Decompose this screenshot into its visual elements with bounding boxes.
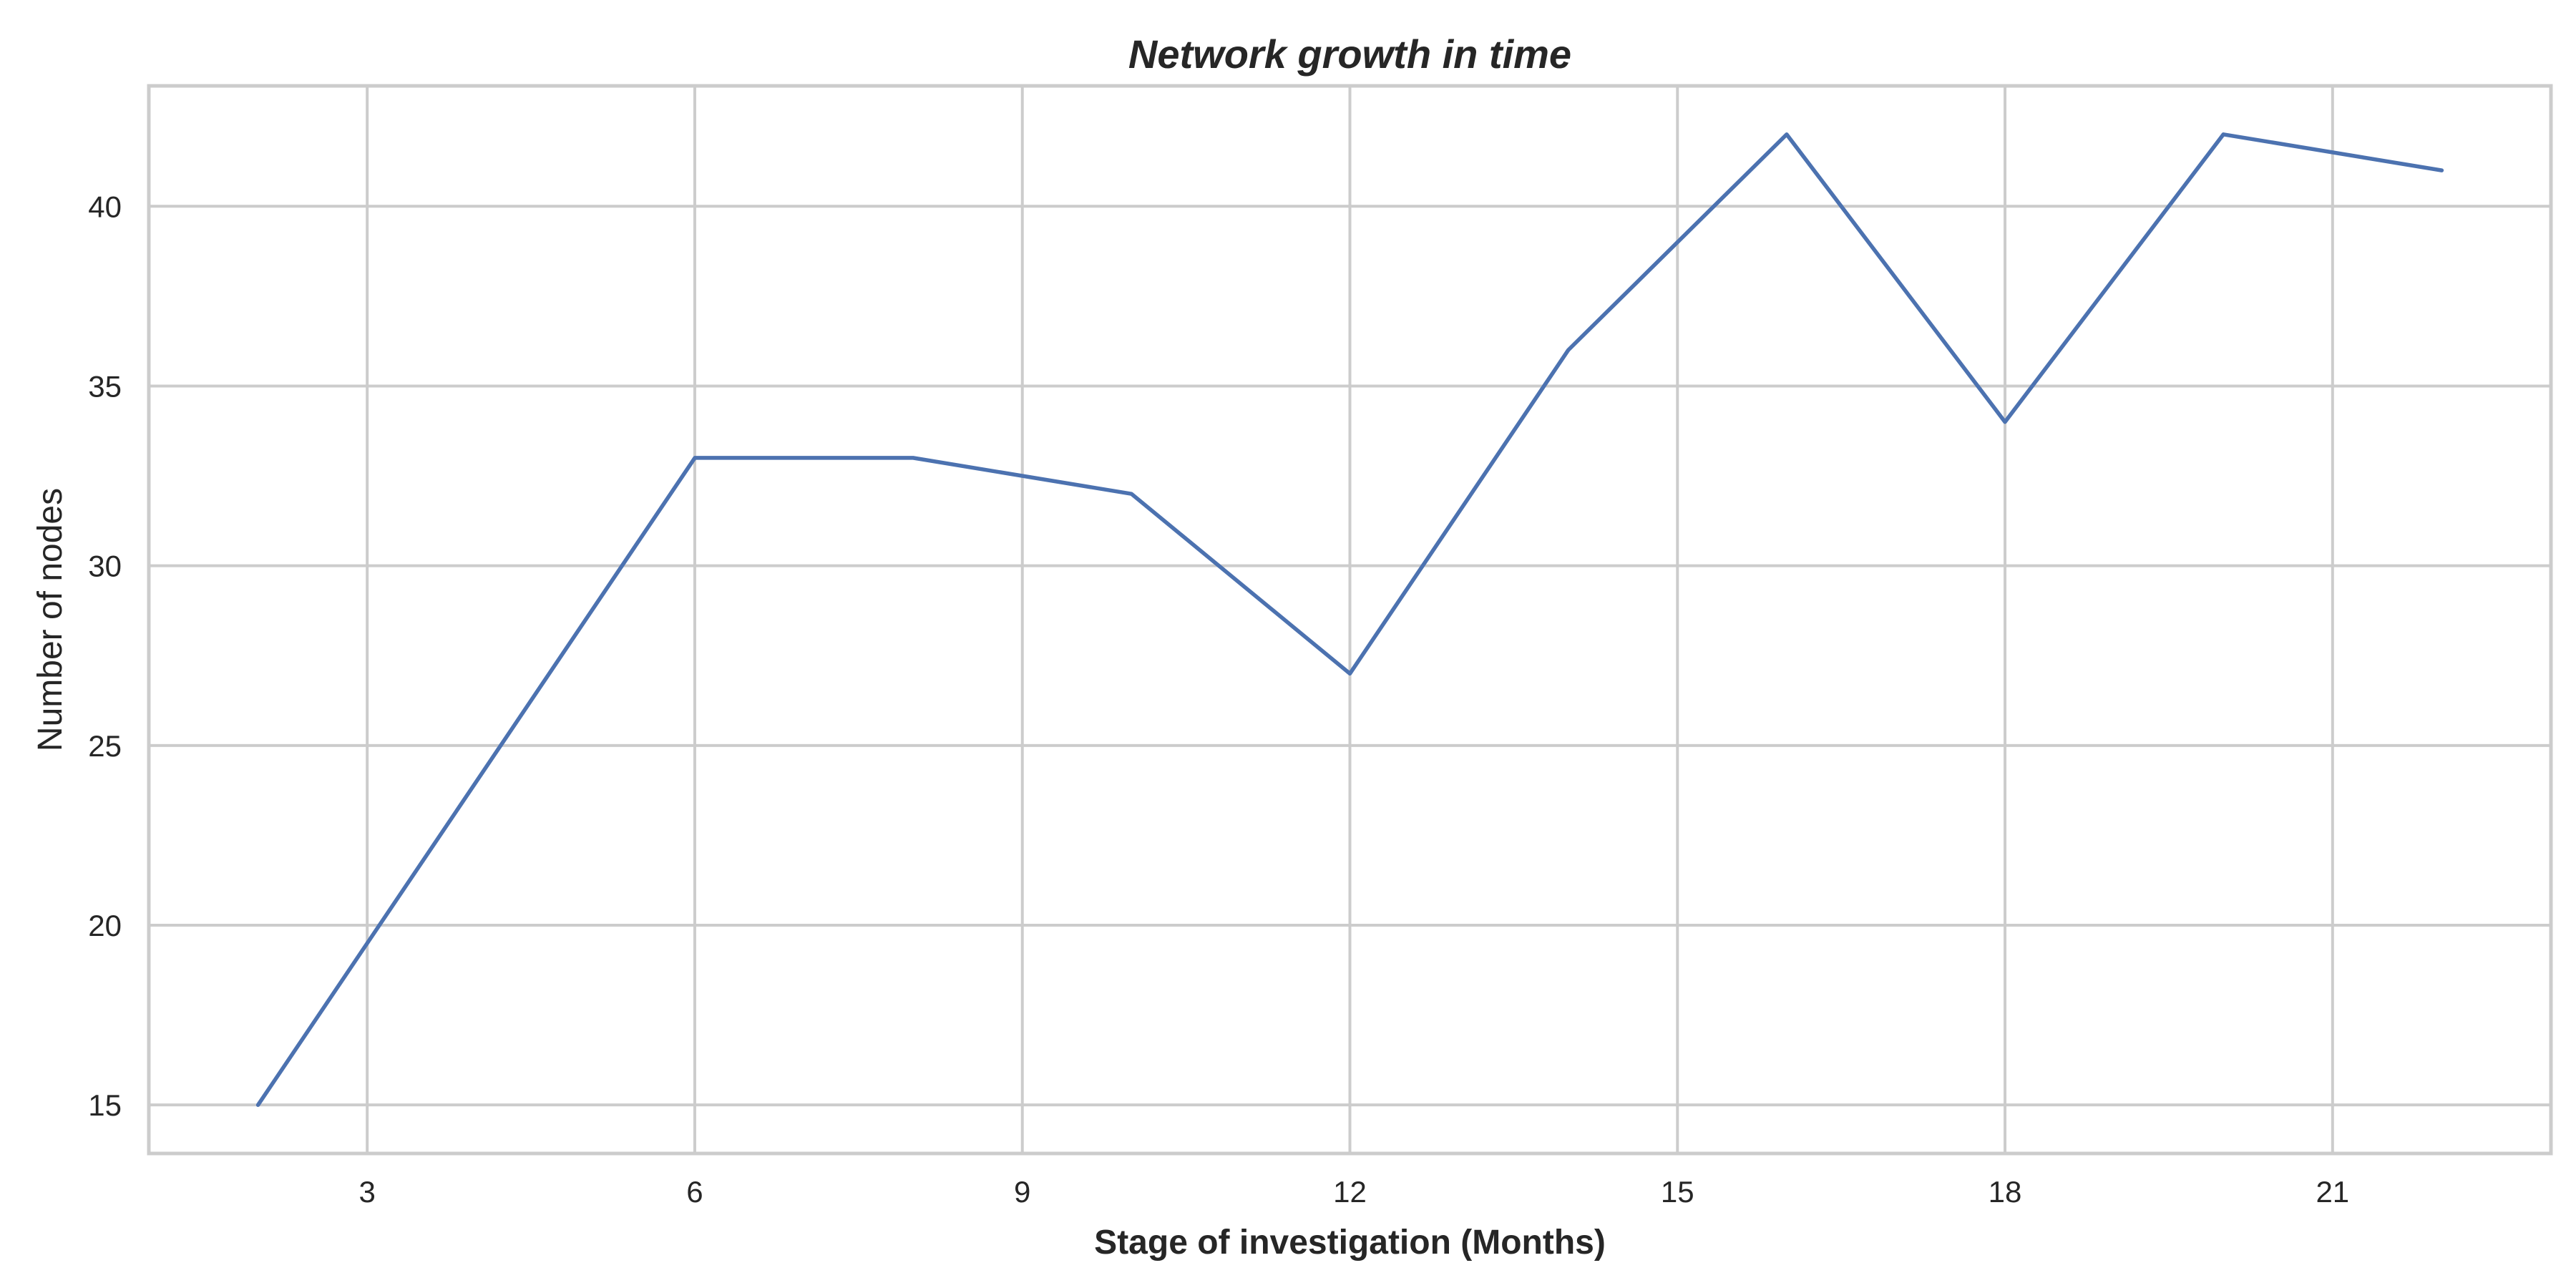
x-tick-label: 9 bbox=[1014, 1175, 1030, 1209]
y-tick-label: 15 bbox=[88, 1088, 122, 1122]
x-tick-label: 15 bbox=[1661, 1175, 1694, 1209]
y-tick-label: 25 bbox=[88, 729, 122, 763]
x-tick-label: 12 bbox=[1333, 1175, 1367, 1209]
x-tick-label: 18 bbox=[1989, 1175, 2022, 1209]
y-tick-label: 40 bbox=[88, 190, 122, 223]
x-tick-label: 6 bbox=[686, 1175, 703, 1209]
y-tick-label: 20 bbox=[88, 909, 122, 942]
x-gridlines bbox=[366, 86, 2334, 1153]
series-line bbox=[255, 132, 2444, 1107]
y-tick-labels: 15 20 25 30 35 40 bbox=[88, 190, 122, 1122]
plot-area-frame bbox=[147, 84, 2553, 1156]
x-tick-label: 21 bbox=[2316, 1175, 2349, 1209]
x-axis-label: Stage of investigation (Months) bbox=[1094, 1224, 1606, 1262]
chart-title: Network growth in time bbox=[1128, 31, 1571, 77]
y-gridlines bbox=[149, 205, 2551, 1107]
y-axis-label: Number of nodes bbox=[31, 488, 69, 751]
x-tick-label: 3 bbox=[359, 1175, 376, 1209]
y-tick-label: 35 bbox=[88, 369, 122, 403]
series-layer bbox=[255, 132, 2444, 1107]
x-tick-labels: 3 6 9 12 15 18 21 bbox=[359, 1175, 2350, 1209]
y-tick-label: 30 bbox=[88, 550, 122, 583]
